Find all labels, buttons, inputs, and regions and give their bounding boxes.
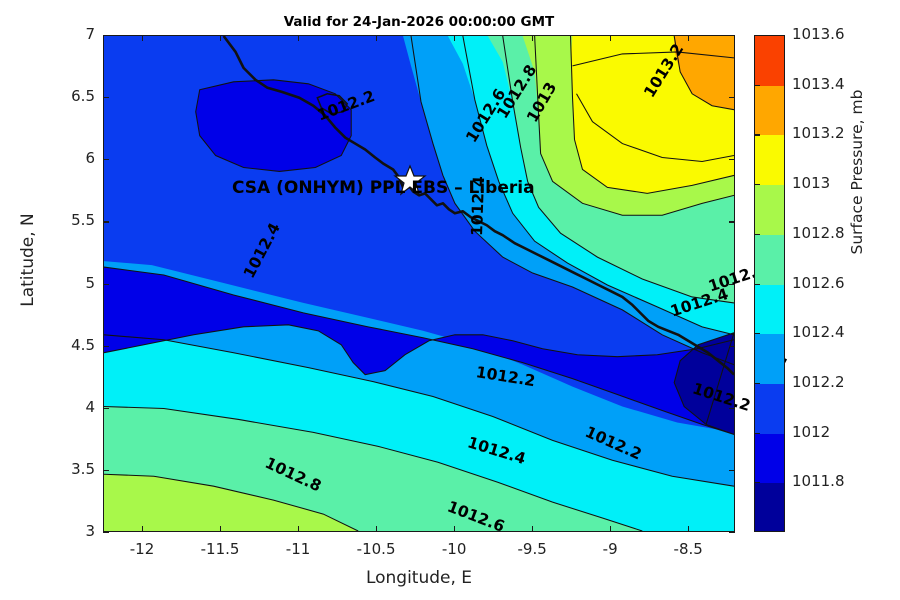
colorbar-band (755, 334, 784, 385)
x-axis-tick-top (610, 35, 612, 41)
x-axis-tick-label: -8.5 (673, 540, 703, 558)
plot-area (103, 35, 735, 532)
colorbar-band (755, 85, 784, 136)
x-axis-tick (376, 526, 378, 532)
x-axis-tick (142, 526, 144, 532)
colorbar-tick (754, 382, 760, 385)
y-axis-tick-label: 3 (85, 522, 95, 540)
colorbar-band (755, 284, 784, 335)
colorbar-tick-label: 1013 (792, 174, 831, 193)
site-star-marker (393, 164, 427, 196)
colorbar-title: Surface Pressure, mb (848, 89, 866, 255)
colorbar-tick (754, 134, 760, 136)
band-1012.0-trough-south (104, 267, 734, 435)
x-axis-tick-top (454, 35, 456, 41)
x-axis-tick-top (688, 35, 690, 41)
x-axis-tick-label: -9.5 (517, 540, 547, 558)
colorbar-tick (754, 84, 760, 86)
x-axis-tick-top (142, 35, 144, 41)
y-axis-tick-label: 7 (85, 25, 95, 43)
colorbar[interactable] (754, 35, 785, 532)
y-axis-tick-right (729, 35, 735, 37)
y-axis-tick-right (729, 469, 735, 472)
y-axis-tick-right (729, 345, 735, 347)
y-axis-title: Latitude, N (18, 213, 38, 307)
y-axis-tick-right (729, 532, 735, 534)
colorbar-tick (754, 184, 760, 186)
y-axis-tick-right (729, 407, 735, 409)
band-1011.8-minimum-east (674, 332, 734, 435)
colorbar-band (755, 234, 784, 286)
y-axis-tick (103, 159, 109, 161)
y-axis-tick-right (729, 159, 735, 161)
colorbar-tick (754, 233, 760, 235)
colorbar-band (755, 135, 784, 186)
colorbar-tick-label: 1013.4 (792, 74, 845, 93)
y-axis-tick-label: 4 (85, 397, 95, 416)
coastline (222, 36, 734, 376)
colorbar-tick-label: 1012 (792, 422, 831, 441)
x-axis-tick (220, 526, 222, 532)
colorbar-tick-label: 1012.2 (792, 372, 845, 391)
colorbar-tick-label: 1012.4 (792, 323, 845, 342)
colorbar-tick (754, 432, 760, 434)
x-axis-tick-top (220, 35, 222, 41)
x-axis-tick-top (376, 35, 378, 41)
colorbar-tick (754, 482, 760, 484)
y-axis-tick-right (729, 283, 735, 285)
coastline-inland-detail (316, 92, 349, 115)
x-axis-tick-label: -11 (285, 540, 311, 558)
y-axis-tick-label: 5.5 (71, 211, 95, 230)
band-1012.0-pocket-nw (195, 79, 352, 172)
x-axis-tick-label: -11.5 (200, 540, 240, 558)
y-axis-tick-label: 5 (85, 273, 95, 292)
x-axis-tick-top (298, 35, 300, 41)
x-axis-tick (688, 526, 690, 532)
y-axis-tick-right (729, 221, 735, 223)
y-axis-tick-label: 6 (85, 149, 95, 168)
colorbar-band (755, 383, 784, 435)
y-axis-tick (103, 35, 109, 37)
x-axis-tick (298, 526, 300, 532)
y-axis-tick (103, 283, 109, 285)
colorbar-band (755, 433, 784, 484)
colorbar-tick-label: 1012.8 (792, 223, 845, 242)
y-axis-tick (103, 345, 109, 347)
x-axis-title: Longitude, E (365, 568, 473, 588)
x-axis-tick (532, 526, 534, 532)
x-axis-tick (610, 526, 612, 532)
contour-fill-layer (104, 36, 734, 531)
y-axis-tick (103, 97, 109, 99)
colorbar-band (755, 36, 784, 87)
x-axis-tick-label: -10 (441, 540, 467, 558)
x-axis-tick-label: -12 (129, 540, 155, 558)
page-title: Valid for 24-Jan-2026 00:00:00 GMT (283, 14, 555, 30)
site-annotation-label: CSA (ONHYM) PPL EBS – Liberia (232, 178, 535, 198)
colorbar-tick (754, 283, 760, 285)
y-axis-tick-label: 6.5 (71, 87, 95, 106)
colorbar-tick-label: 1012.6 (792, 273, 845, 292)
colorbar-band (755, 185, 784, 236)
y-axis-tick (103, 469, 109, 472)
y-axis-tick-label: 3.5 (71, 459, 95, 478)
colorbar-band (755, 483, 784, 531)
x-axis-tick-label: -9 (602, 540, 618, 558)
colorbar-tick-label: 1011.8 (792, 472, 845, 491)
y-axis-tick (103, 407, 109, 409)
y-axis-tick-label: 4.5 (71, 335, 95, 354)
y-axis-tick (103, 221, 109, 223)
x-axis-tick-top (532, 35, 534, 41)
colorbar-tick (754, 333, 760, 335)
y-axis-tick (103, 532, 109, 534)
y-axis-tick-right (729, 97, 735, 99)
colorbar-tick-label: 1013.2 (792, 124, 845, 143)
contour-lines (104, 36, 734, 531)
band-1013.2 (674, 36, 734, 110)
band-1012.8-lower-left (104, 474, 359, 531)
colorbar-tick-label: 1013.6 (792, 25, 845, 43)
x-axis-tick (454, 526, 456, 532)
x-axis-tick-label: -10.5 (356, 540, 396, 558)
